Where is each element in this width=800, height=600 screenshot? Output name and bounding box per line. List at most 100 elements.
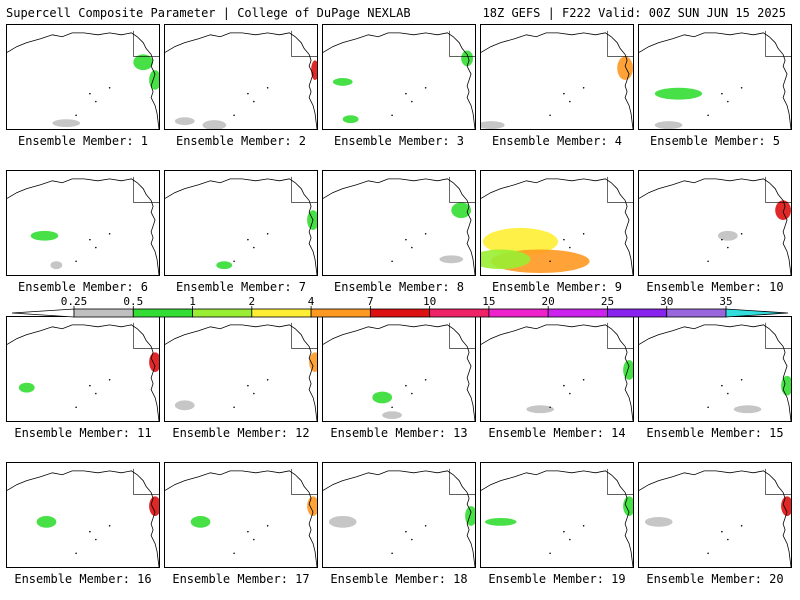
ensemble-map (638, 462, 792, 568)
ensemble-map (322, 24, 476, 130)
scp-shading (174, 117, 195, 126)
island (89, 92, 91, 95)
scp-shading (332, 77, 353, 86)
colorbar-tick-label: 30 (660, 295, 673, 308)
island (405, 238, 407, 241)
coastline (165, 32, 317, 129)
island (95, 538, 97, 541)
ensemble-member-label: Ensemble Member: 9 (491, 280, 623, 294)
colorbar-tick-label: 10 (423, 295, 436, 308)
coastline (323, 324, 475, 421)
island (424, 379, 427, 381)
island (727, 538, 729, 541)
island (424, 87, 427, 89)
ensemble-member-label: Ensemble Member: 8 (333, 280, 465, 294)
coastline (7, 32, 159, 129)
ensemble-member-label: Ensemble Member: 10 (646, 280, 784, 294)
island (247, 92, 249, 95)
island (424, 525, 427, 527)
colorbar-tick-label: 15 (482, 295, 495, 308)
island (89, 384, 91, 387)
ensemble-map (6, 462, 160, 568)
scp-shading (216, 261, 233, 270)
scp-shading (481, 249, 531, 270)
island (411, 246, 413, 249)
ensemble-member-label: Ensemble Member: 12 (172, 426, 310, 440)
island (247, 530, 249, 533)
ensemble-map (322, 316, 476, 422)
scp-shading (52, 119, 81, 128)
coastline (481, 32, 633, 129)
ensemble-map (6, 24, 160, 130)
island (89, 530, 91, 533)
ensemble-member-label: Ensemble Member: 4 (491, 134, 623, 148)
island (233, 114, 235, 117)
island (233, 552, 235, 555)
scp-shading (30, 230, 59, 241)
scp-shading (174, 400, 195, 411)
colorbar-tick-label: 35 (719, 295, 732, 308)
island (95, 100, 97, 103)
ensemble-member-label: Ensemble Member: 20 (646, 572, 784, 586)
scp-shading (781, 375, 791, 396)
ensemble-member-label: Ensemble Member: 3 (333, 134, 465, 148)
island (549, 552, 551, 555)
ensemble-map (6, 316, 160, 422)
scp-shading (190, 515, 211, 528)
scp-shading (481, 121, 505, 129)
island (582, 233, 585, 235)
island (549, 260, 551, 263)
scp-shading (18, 382, 35, 393)
ensemble-map (638, 316, 792, 422)
page-title: Supercell Composite Parameter | College … (6, 6, 411, 20)
island (75, 552, 77, 555)
island (266, 233, 269, 235)
scp-shading (149, 496, 159, 516)
ensemble-member-label: Ensemble Member: 6 (17, 280, 149, 294)
island (727, 100, 729, 103)
island (89, 238, 91, 241)
island (405, 92, 407, 95)
ensemble-map (480, 316, 634, 422)
run-valid-time: 18Z GEFS | F222 Valid: 00Z SUN JUN 15 20… (482, 6, 786, 20)
scp-shading (50, 261, 63, 270)
island (253, 392, 255, 395)
island (740, 87, 743, 89)
island (721, 238, 723, 241)
ensemble-member-label: Ensemble Member: 14 (488, 426, 626, 440)
scp-shading (654, 121, 683, 129)
island (266, 87, 269, 89)
island (411, 538, 413, 541)
coastline (481, 324, 633, 421)
island (75, 260, 77, 263)
island (405, 384, 407, 387)
coastline (323, 32, 475, 129)
island (411, 100, 413, 103)
island (247, 384, 249, 387)
island (253, 246, 255, 249)
island (266, 525, 269, 527)
coastline (323, 470, 475, 567)
coastline (481, 178, 633, 275)
island (721, 92, 723, 95)
coastline (639, 470, 791, 567)
island (707, 406, 709, 409)
island (727, 392, 729, 395)
island (405, 530, 407, 533)
island (582, 525, 585, 527)
scp-shading (623, 496, 633, 516)
scp-shading (775, 200, 791, 221)
ensemble-map (6, 170, 160, 276)
scp-shading (781, 496, 791, 516)
scp-shading (149, 70, 159, 90)
island (233, 406, 235, 409)
island (727, 246, 729, 249)
scp-shading (617, 56, 633, 80)
scp-shading (484, 517, 517, 526)
coastline (7, 324, 159, 421)
coastline (165, 470, 317, 567)
ensemble-map (164, 462, 318, 568)
island (721, 384, 723, 387)
scp-shading (202, 120, 227, 129)
island (582, 379, 585, 381)
